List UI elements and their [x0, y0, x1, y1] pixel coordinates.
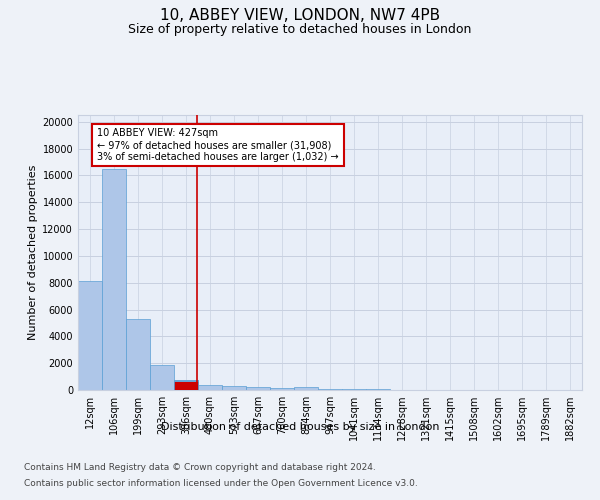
- Text: 10, ABBEY VIEW, LONDON, NW7 4PB: 10, ABBEY VIEW, LONDON, NW7 4PB: [160, 8, 440, 22]
- Text: Contains public sector information licensed under the Open Government Licence v3: Contains public sector information licen…: [24, 479, 418, 488]
- Bar: [102, 168, 126, 390]
- Bar: [174, 380, 198, 390]
- Bar: [246, 387, 270, 390]
- Bar: [78, 282, 102, 390]
- Bar: [222, 386, 246, 390]
- Bar: [150, 365, 174, 390]
- Bar: [198, 386, 222, 390]
- Text: Distribution of detached houses by size in London: Distribution of detached houses by size …: [161, 422, 439, 432]
- Bar: [318, 389, 342, 390]
- Bar: [126, 319, 150, 390]
- Bar: [294, 388, 318, 390]
- Text: Contains HM Land Registry data © Crown copyright and database right 2024.: Contains HM Land Registry data © Crown c…: [24, 462, 376, 471]
- Bar: [174, 381, 198, 390]
- Bar: [270, 388, 294, 390]
- Text: 10 ABBEY VIEW: 427sqm
← 97% of detached houses are smaller (31,908)
3% of semi-d: 10 ABBEY VIEW: 427sqm ← 97% of detached …: [97, 128, 339, 162]
- Bar: [342, 389, 366, 390]
- Y-axis label: Number of detached properties: Number of detached properties: [28, 165, 38, 340]
- Text: Size of property relative to detached houses in London: Size of property relative to detached ho…: [128, 22, 472, 36]
- Bar: [174, 380, 198, 381]
